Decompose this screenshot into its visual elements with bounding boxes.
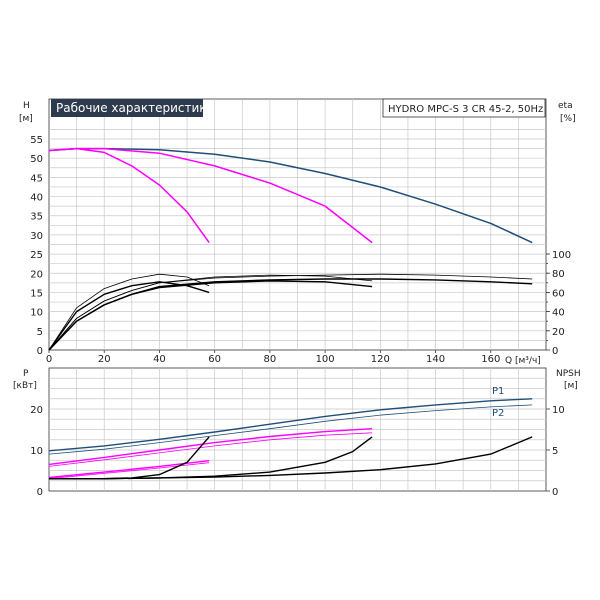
head-tick-label: 35 (30, 212, 43, 223)
model-label: HYDRO MPC-S 3 CR 45-2, 50Hz (388, 104, 543, 115)
power-curve-3 (48, 428, 373, 466)
head-tick-label: 10 (30, 308, 43, 319)
head-curve-3 (48, 147, 210, 244)
head-axis-label: H (23, 101, 30, 111)
head-tick-label: 25 (30, 250, 43, 261)
x-tick-label: 140 (426, 354, 445, 365)
power-tick-label: 10 (30, 446, 43, 457)
flow-axis-label: Q (505, 356, 512, 366)
eta-tick-label: 40 (552, 308, 565, 319)
head-curve-1 (48, 147, 533, 244)
model-box (382, 98, 546, 118)
npsh-curve-3 (49, 436, 210, 480)
npsh-tick-label: 5 (552, 446, 558, 457)
x-tick-label: 60 (208, 354, 221, 365)
npsh-tick-label: 0 (552, 487, 558, 498)
bottom-panel-series (48, 398, 533, 480)
npsh-axis-unit: [м] (564, 381, 578, 391)
power-tick-label: 0 (37, 487, 43, 498)
top-panel-series (48, 147, 533, 351)
head-tick-label: 20 (30, 269, 43, 280)
eta-axis-unit: [%] (560, 114, 576, 124)
power-curve-6 (48, 462, 210, 480)
efficiency-curve-1 (48, 278, 533, 351)
p2-series-label: P2 (492, 408, 504, 419)
eta-tick-label: 0 (552, 346, 558, 357)
npsh-tick-label: 10 (552, 405, 565, 416)
head-tick-label: 50 (30, 154, 43, 165)
bottom-panel-grid (48, 367, 547, 492)
power-axis-unit: [кВт] (13, 381, 37, 391)
head-tick-label: 0 (37, 346, 43, 357)
efficiency-curve-5 (48, 281, 210, 351)
power-axis-label: P (23, 369, 29, 379)
title-box (51, 99, 203, 117)
eta-axis-label: eta (558, 101, 573, 111)
efficiency-curve-4 (48, 274, 373, 351)
power-curve-p1 (48, 398, 533, 452)
eta-tick-label: 60 (552, 288, 565, 299)
efficiency-curve-6 (48, 273, 210, 351)
flow-axis-unit: [м³/ч] (515, 356, 541, 366)
head-tick-label: 15 (30, 288, 43, 299)
efficiency-curve-2 (48, 273, 533, 351)
x-tick-label: 100 (316, 354, 335, 365)
eta-tick-label: 80 (552, 269, 565, 280)
head-axis-unit: [м] (19, 114, 33, 124)
x-tick-label: 80 (264, 354, 277, 365)
p1-series-label: P1 (492, 386, 504, 397)
x-tick-label: 0 (46, 354, 52, 365)
head-tick-label: 40 (30, 193, 43, 204)
x-tick-label: 20 (98, 354, 111, 365)
head-tick-label: 45 (30, 173, 43, 184)
head-tick-label: 55 (30, 135, 43, 146)
x-tick-label: 40 (153, 354, 166, 365)
x-tick-label: 120 (371, 354, 390, 365)
power-tick-label: 20 (30, 405, 43, 416)
top-panel-grid (48, 98, 547, 351)
power-curve-4 (48, 432, 373, 467)
head-tick-label: 5 (37, 327, 43, 338)
eta-tick-label: 20 (552, 327, 565, 338)
bottom-panel-ticks: 0 10 20 0 5 10 (30, 405, 564, 498)
chart-title: Рабочие характеристики (56, 101, 214, 115)
x-tick-label: 160 (481, 354, 500, 365)
top-panel-ticks: 0 20 40 60 80 100 120 140 160 0 5 10 15 20 25 30 35 40 45 5… (30, 135, 571, 365)
head-tick-label: 30 (30, 231, 43, 242)
head-curve-2 (48, 147, 373, 244)
npsh-axis-label: NPSH (556, 369, 581, 379)
efficiency-curve-3 (48, 280, 373, 351)
eta-tick-label: 100 (552, 250, 571, 261)
power-curve-p2 (48, 404, 533, 455)
